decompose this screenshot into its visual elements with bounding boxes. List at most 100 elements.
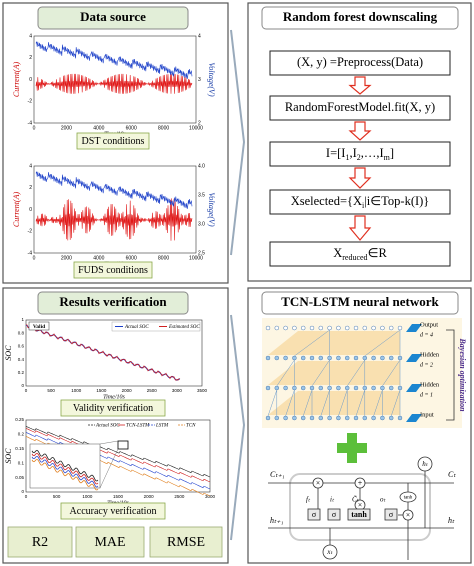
gate-fn: σ: [312, 510, 317, 519]
node: [318, 415, 324, 421]
node: [397, 385, 403, 391]
y-tick-label: 4: [29, 163, 32, 169]
tanh-label: tanh: [404, 496, 413, 501]
node: [318, 325, 324, 331]
metric: MAE: [94, 535, 125, 550]
gate: [307, 508, 321, 521]
step-part: I=[I: [326, 146, 346, 160]
legend-label: Estimated SOC: [168, 325, 200, 330]
x-tick-label: 0: [33, 255, 36, 261]
node: [380, 355, 385, 361]
gate-label: fₜ: [306, 496, 311, 504]
edge: [267, 389, 278, 417]
x-tick-label: 3000: [205, 494, 216, 499]
edge: [355, 389, 366, 417]
node: [336, 355, 341, 361]
node: [327, 415, 332, 421]
edge: [294, 329, 330, 357]
step-part: ,I: [349, 146, 356, 160]
layer-label: Output: [420, 321, 438, 328]
panel-title: Results verification: [59, 294, 167, 309]
dilation-label: d = 1: [420, 392, 433, 398]
dilation-label: d = 4: [420, 331, 433, 338]
y2-tick-label: 3.0: [198, 221, 205, 227]
step-part: ]: [390, 146, 394, 160]
curve: [31, 452, 99, 485]
edge: [285, 389, 295, 417]
node: [388, 325, 394, 331]
step-part: 1: [345, 153, 349, 162]
layer-label: Hidden: [420, 381, 440, 388]
dilation-label: d = 2: [420, 362, 433, 368]
y2-tick-label: 4: [198, 33, 201, 39]
panel-title: Data source: [80, 9, 146, 24]
y2-axis-label: Voltage(V): [207, 192, 216, 227]
y-axis-label: Current(A): [12, 192, 21, 228]
arrow: [348, 76, 372, 95]
x-tick-label: 2000: [61, 125, 72, 131]
curve: [25, 432, 211, 490]
step-part: (X, y) =Preprocess(Data): [297, 55, 423, 69]
node: [344, 385, 350, 391]
node: [274, 325, 280, 331]
step-text: Xreduced∈R: [333, 246, 387, 262]
node: [292, 355, 297, 361]
step-part: ,…,I: [361, 146, 384, 160]
step-part: 2: [357, 153, 361, 162]
node: [397, 325, 403, 331]
metric: R2: [32, 535, 48, 550]
gate-label: oₜ: [380, 496, 387, 504]
step-part: reduced: [342, 253, 367, 262]
y-tick-label: 0.4: [18, 357, 25, 362]
node: [388, 415, 394, 421]
node: [327, 325, 332, 331]
y-tick-label: 0.2: [18, 432, 25, 437]
legend-label: Actual SOC: [95, 424, 120, 429]
x-tick-label: 1000: [71, 388, 82, 393]
y-tick-label: 0: [29, 77, 32, 83]
gate-label: C̃ₜ: [352, 496, 360, 504]
step-text: (X, y) =Preprocess(Data): [297, 55, 423, 69]
legend-label: LSTM: [155, 424, 169, 429]
y-tick-label: 0: [21, 489, 24, 494]
step-part: m: [384, 153, 391, 162]
metric-box: [7, 526, 73, 558]
layer-tag: [406, 324, 422, 332]
op-symbol: ×: [406, 510, 411, 519]
node: [397, 355, 403, 361]
x-tick-label: 500: [53, 494, 61, 499]
y-tick-label: 2: [29, 185, 32, 191]
y2-axis-label: Voltage(V): [207, 62, 216, 97]
caption: FUDS conditions: [78, 265, 148, 276]
x-tick-label: 3000: [172, 388, 183, 393]
curve: [31, 449, 99, 482]
node: [344, 355, 350, 361]
x-tick-label: 6000: [126, 125, 137, 131]
y-tick-label: 0.6: [18, 344, 25, 349]
metric: RMSE: [167, 535, 205, 550]
op: [312, 477, 324, 489]
title-box: [261, 291, 459, 315]
edge: [320, 389, 330, 417]
title-box: [261, 6, 459, 30]
caption-box: [60, 502, 166, 520]
step-text: Xselected={Xi|i∈Top-k(I)}: [291, 194, 430, 210]
edge: [373, 389, 383, 417]
node: [380, 385, 385, 391]
y-tick-label: 0: [29, 207, 32, 213]
gate-fn: σ: [389, 510, 394, 519]
caption-box: [73, 261, 153, 279]
node: [283, 355, 288, 361]
gate: [347, 508, 371, 521]
node: [300, 385, 306, 391]
y-tick-label: 0.05: [15, 475, 24, 480]
op: [354, 477, 366, 489]
node: [265, 415, 271, 421]
dilation-band: [268, 391, 400, 415]
node: [265, 325, 271, 331]
node: [283, 325, 288, 331]
legend-label: TCN: [186, 424, 196, 429]
y-tick-label: 1: [21, 317, 24, 322]
y-tick-label: 2: [29, 55, 32, 61]
y-tick-label: 0: [21, 383, 24, 388]
